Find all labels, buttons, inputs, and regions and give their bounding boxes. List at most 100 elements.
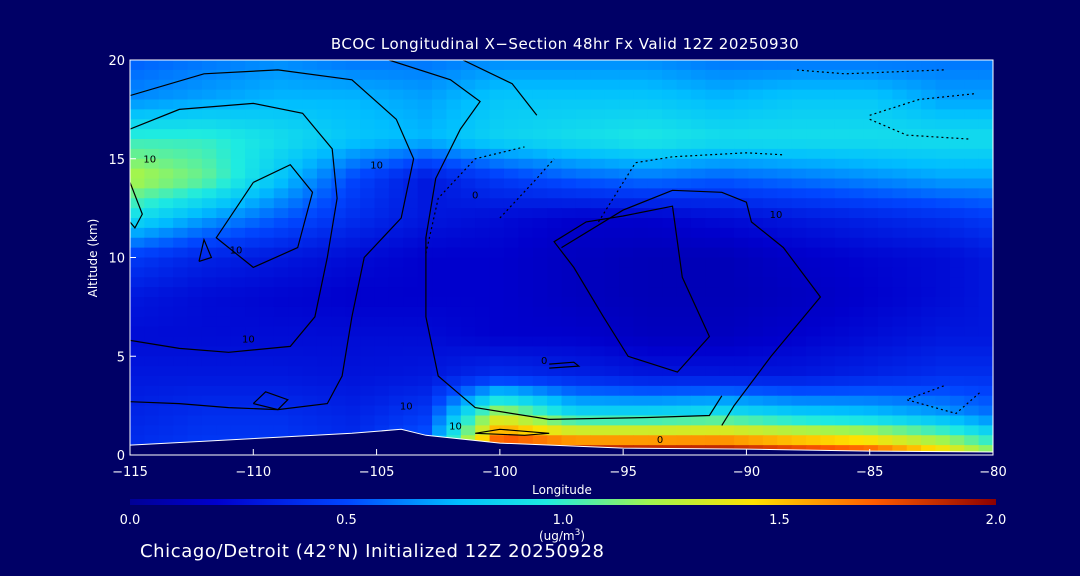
heatmap-cell xyxy=(316,405,332,417)
heatmap-cell xyxy=(662,297,678,308)
heatmap-cell xyxy=(532,257,548,268)
heatmap-cell xyxy=(547,376,563,387)
heatmap-cell xyxy=(230,109,246,120)
heatmap-cell xyxy=(230,267,246,278)
heatmap-cell xyxy=(144,356,160,367)
heatmap-cell xyxy=(144,99,160,110)
heatmap-cell xyxy=(475,168,491,180)
heatmap-cell xyxy=(345,356,361,367)
heatmap-cell xyxy=(230,316,246,328)
heatmap-cell xyxy=(547,139,563,150)
heatmap-cell xyxy=(374,257,390,268)
heatmap-cell xyxy=(590,208,606,219)
heatmap-cell xyxy=(806,188,821,199)
heatmap-cell xyxy=(762,326,778,338)
heatmap-cell xyxy=(806,99,821,110)
heatmap-cell xyxy=(849,415,865,426)
heatmap-cell xyxy=(964,69,980,81)
heatmap-cell xyxy=(360,237,376,249)
heatmap-cell xyxy=(820,79,836,91)
heatmap-cell xyxy=(849,267,865,278)
heatmap-cell xyxy=(647,178,663,189)
heatmap-cell xyxy=(877,247,893,259)
heatmap-cell xyxy=(130,119,145,130)
heatmap-cell xyxy=(834,247,850,259)
heatmap-cell xyxy=(734,99,750,110)
heatmap-cell xyxy=(489,277,505,288)
heatmap-cell xyxy=(791,336,807,347)
heatmap-cell xyxy=(360,306,376,318)
heatmap-cell xyxy=(906,425,922,436)
heatmap-cell xyxy=(130,277,145,288)
heatmap-cell xyxy=(762,306,778,318)
heatmap-cell xyxy=(921,148,937,160)
heatmap-cell xyxy=(590,306,606,318)
heatmap-cell xyxy=(734,257,750,268)
heatmap-cell xyxy=(144,158,160,170)
heatmap-cell xyxy=(403,79,419,91)
heatmap-cell xyxy=(877,385,893,397)
heatmap-cell xyxy=(360,316,376,328)
heatmap-cell xyxy=(633,385,649,397)
heatmap-cell xyxy=(518,405,534,417)
heatmap-cell xyxy=(144,346,160,357)
heatmap-cell xyxy=(719,69,735,81)
heatmap-cell xyxy=(547,148,563,160)
heatmap-cell xyxy=(374,405,390,417)
heatmap-cell xyxy=(719,79,735,91)
heatmap-cell xyxy=(158,158,174,170)
heatmap-cell xyxy=(489,356,505,367)
heatmap-cell xyxy=(791,326,807,338)
heatmap-cell xyxy=(619,218,635,229)
heatmap-cell xyxy=(173,227,189,239)
heatmap-cell xyxy=(892,89,908,101)
heatmap-cell xyxy=(561,415,577,426)
heatmap-cell xyxy=(144,366,160,377)
heatmap-cell xyxy=(302,306,318,318)
heatmap-cell xyxy=(748,188,764,199)
heatmap-cell xyxy=(834,79,850,91)
heatmap-cell xyxy=(590,188,606,199)
heatmap-cell xyxy=(619,119,635,130)
heatmap-cell xyxy=(690,425,706,436)
heatmap-cell xyxy=(575,237,591,249)
heatmap-cell xyxy=(245,316,261,328)
heatmap-cell xyxy=(978,99,993,110)
heatmap-cell xyxy=(388,277,404,288)
heatmap-cell xyxy=(820,366,836,377)
heatmap-cell xyxy=(273,376,289,387)
heatmap-cell xyxy=(518,158,534,170)
heatmap-cell xyxy=(489,395,505,407)
heatmap-cell xyxy=(360,326,376,338)
heatmap-cell xyxy=(417,109,433,120)
heatmap-cell xyxy=(590,148,606,160)
heatmap-cell xyxy=(388,79,404,91)
heatmap-cell xyxy=(518,178,534,189)
heatmap-cell xyxy=(475,99,491,110)
heatmap-cell xyxy=(575,395,591,407)
heatmap-cell xyxy=(906,267,922,278)
heatmap-cell xyxy=(532,346,548,357)
heatmap-cell xyxy=(374,297,390,308)
heatmap-cell xyxy=(475,79,491,91)
heatmap-cell xyxy=(374,366,390,377)
heatmap-cell xyxy=(863,168,879,180)
heatmap-cell xyxy=(475,385,491,397)
heatmap-cell xyxy=(633,109,649,120)
heatmap-cell xyxy=(345,316,361,328)
heatmap-cell xyxy=(590,316,606,328)
heatmap-cell xyxy=(762,129,778,140)
heatmap-cell xyxy=(201,297,217,308)
heatmap-cell xyxy=(144,198,160,209)
heatmap-cell xyxy=(719,366,735,377)
heatmap-cell xyxy=(590,109,606,120)
heatmap-cell xyxy=(561,277,577,288)
chart-title: BCOC Longitudinal X−Section 48hr Fx Vali… xyxy=(331,35,799,53)
heatmap-cell xyxy=(978,287,993,298)
heatmap-cell xyxy=(734,415,750,426)
heatmap-cell xyxy=(187,208,203,219)
contour-label: 10 xyxy=(230,246,243,257)
heatmap-cell xyxy=(432,395,448,407)
heatmap-cell xyxy=(561,188,577,199)
heatmap-cell xyxy=(245,69,261,81)
